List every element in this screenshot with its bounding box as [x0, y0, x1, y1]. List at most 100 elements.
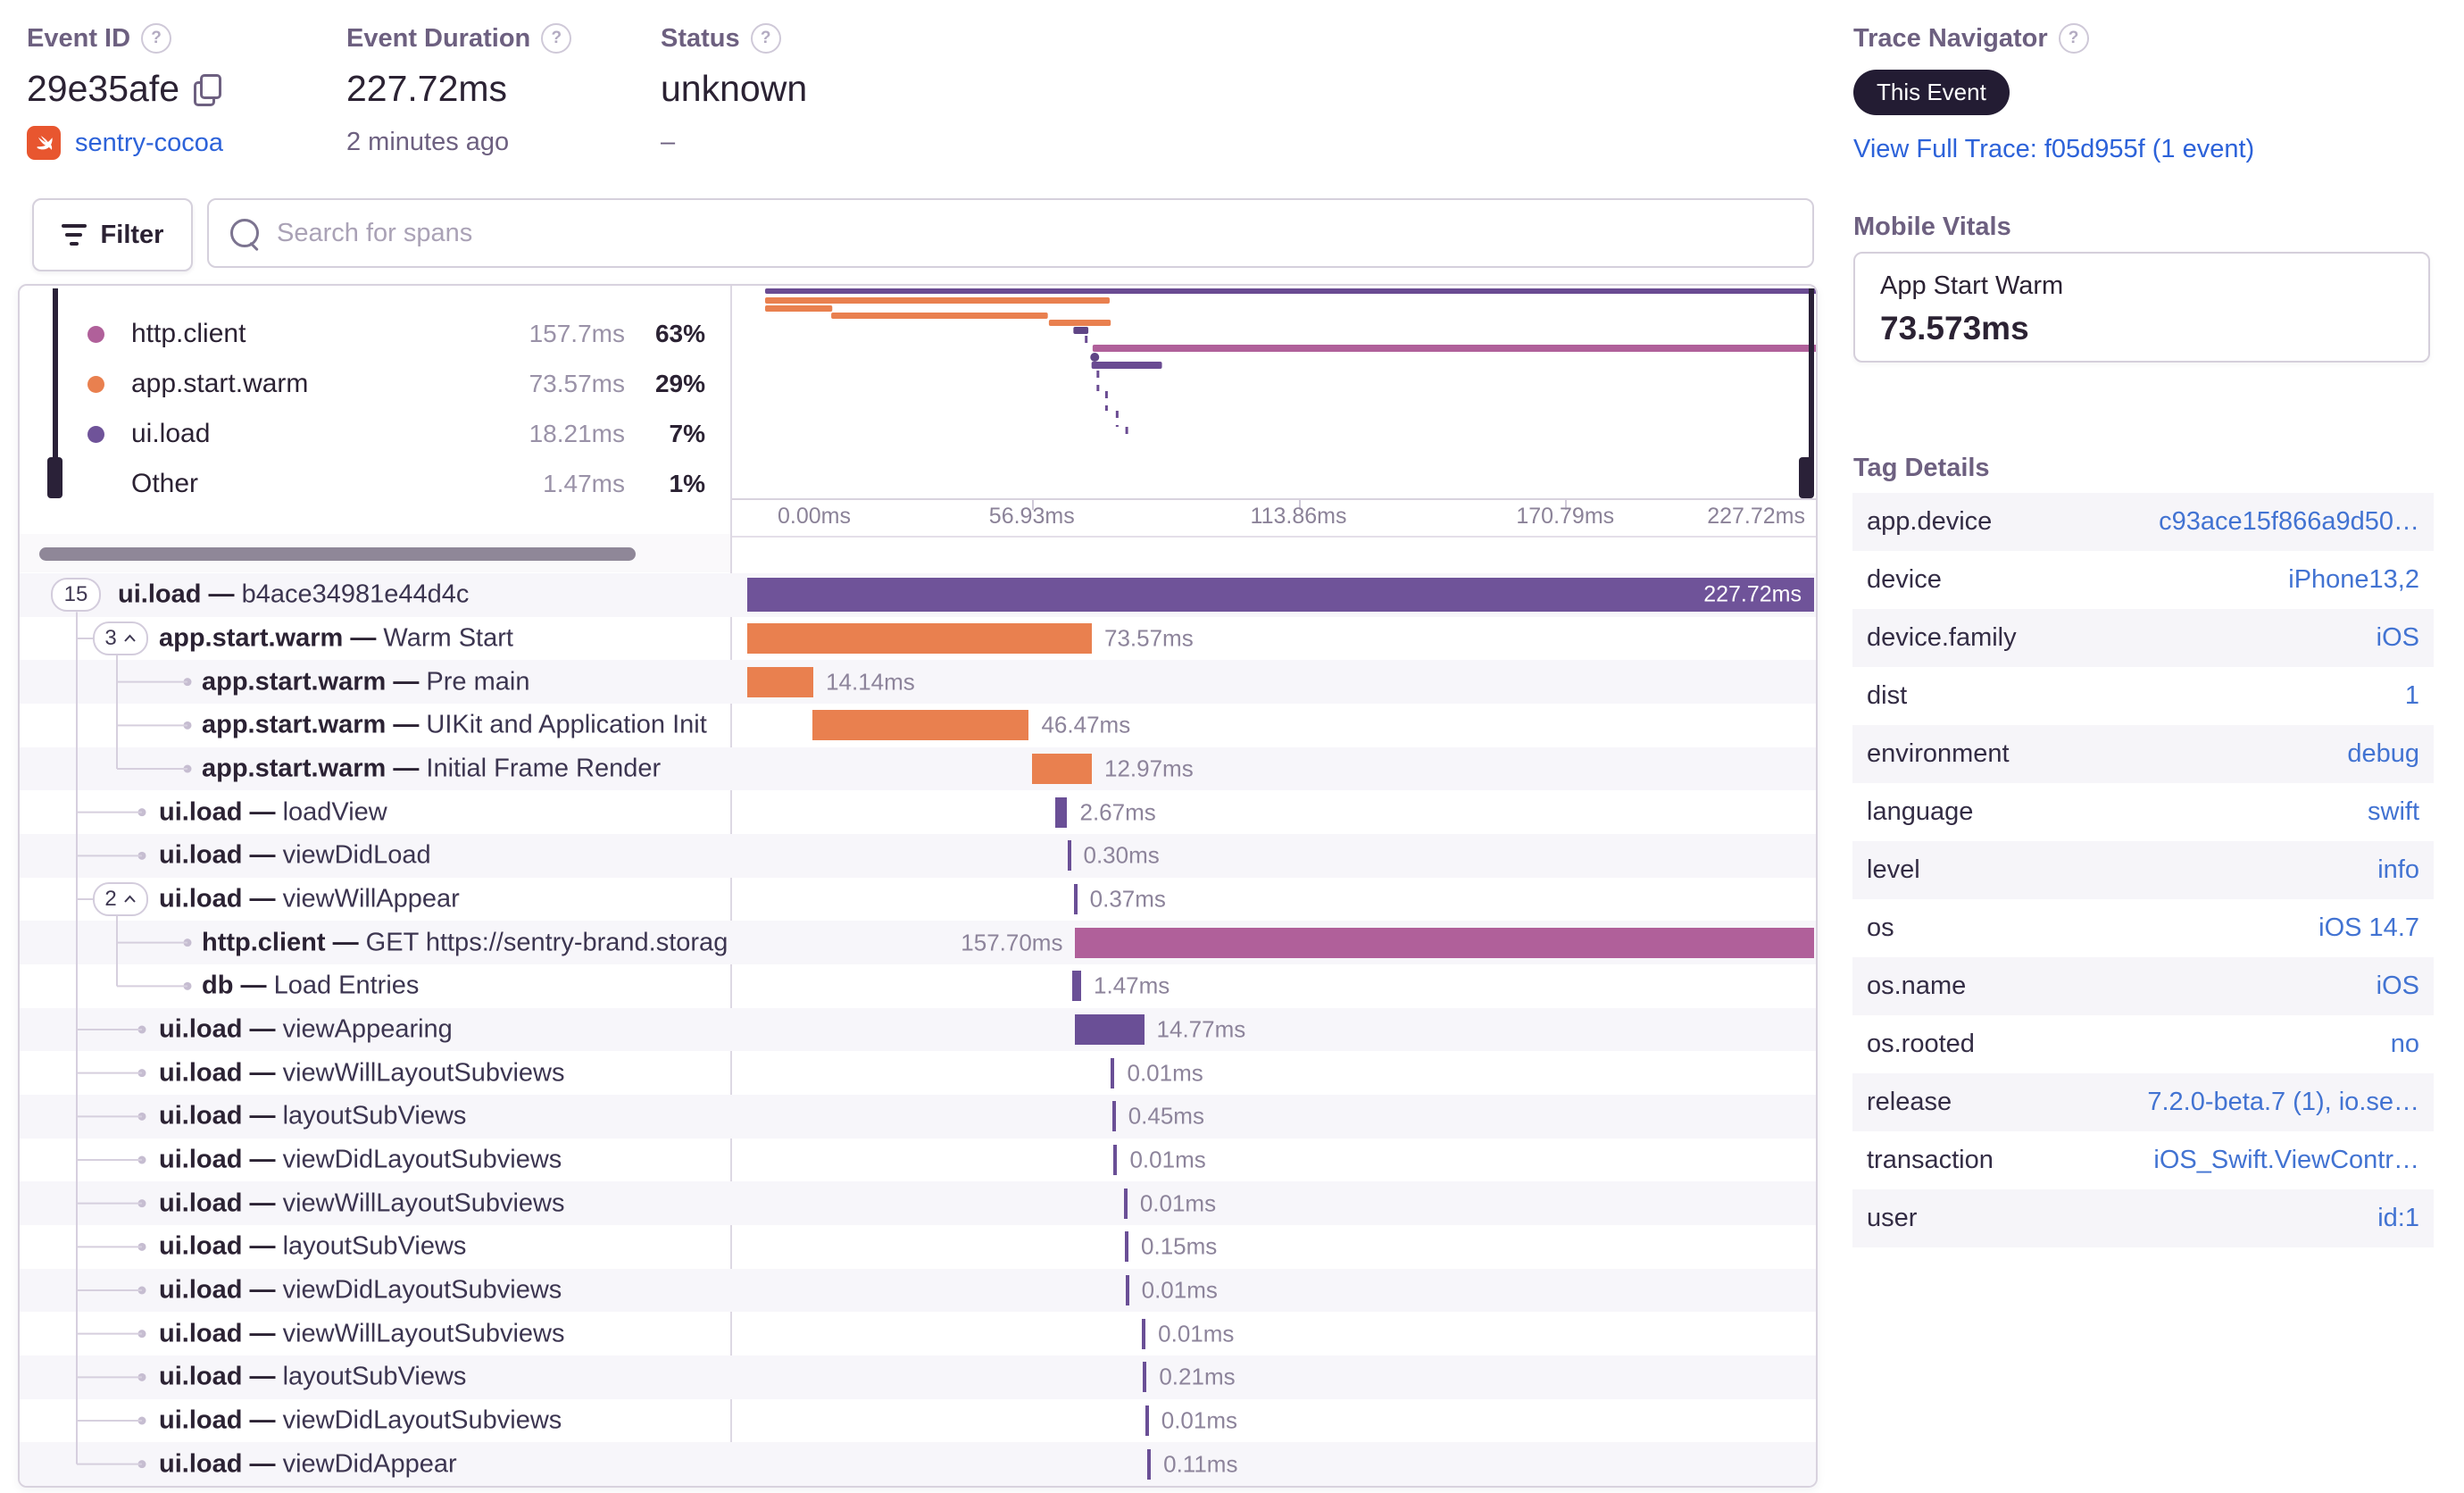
project-link[interactable]: sentry-cocoa	[75, 128, 224, 157]
span-row[interactable]: app.start.warm — Pre main 14.14ms	[20, 660, 1816, 704]
span-row[interactable]: ui.load — layoutSubViews 0.15ms	[20, 1225, 1816, 1269]
minimap-left-grip[interactable]	[47, 457, 62, 498]
app-start-warm-card[interactable]: App Start Warm 73.573ms	[1853, 252, 2430, 363]
legend-row[interactable]: app.start.warm 73.57ms 29%	[20, 359, 730, 409]
minimap-right-grip[interactable]	[1799, 457, 1814, 498]
copy-icon[interactable]	[194, 73, 222, 106]
span-separator: —	[242, 1319, 283, 1348]
span-row[interactable]: 2 ui.load — viewWillAppear 0.37ms	[20, 878, 1816, 922]
tag-value-link[interactable]: swift	[2368, 797, 2419, 826]
span-duration-bar[interactable]	[747, 578, 1814, 613]
help-icon[interactable]: ?	[541, 23, 572, 54]
span-row[interactable]: 15 ui.load — b4ace34981e44d4c 227.72ms	[20, 573, 1816, 617]
span-duration-bar[interactable]	[1142, 1318, 1146, 1349]
tag-value-link[interactable]: id:1	[2377, 1204, 2419, 1232]
legend-op-percent: 1%	[669, 470, 705, 497]
tag-value-link[interactable]: iOS_Swift.ViewContr…	[2153, 1146, 2419, 1174]
legend-row[interactable]: Other 1.47ms 1%	[20, 459, 730, 509]
span-tree-cell: ui.load — viewAppearing	[20, 1008, 728, 1052]
horizontal-scrollbar-thumb[interactable]	[39, 547, 636, 561]
span-duration-bar[interactable]	[747, 622, 1092, 654]
tag-value-link[interactable]: iOS	[2376, 972, 2419, 1000]
span-children-pill[interactable]: 15	[51, 578, 101, 613]
span-duration-bar[interactable]	[1075, 927, 1814, 958]
span-row[interactable]: ui.load — viewWillLayoutSubviews 0.01ms	[20, 1051, 1816, 1095]
legend-row[interactable]: http.client 157.7ms 63%	[20, 309, 730, 359]
this-event-badge[interactable]: This Event	[1853, 70, 2010, 115]
tag-value-link[interactable]: no	[2390, 1030, 2419, 1058]
minimap-right-handle[interactable]	[1809, 288, 1814, 490]
view-full-trace-link[interactable]: View Full Trace: f05d955f (1 event)	[1853, 135, 2255, 163]
span-row[interactable]: ui.load — loadView 2.67ms	[20, 790, 1816, 834]
span-description: viewAppearing	[282, 1014, 453, 1044]
span-duration-bar[interactable]	[1125, 1231, 1129, 1263]
span-duration-bar[interactable]	[1145, 1405, 1149, 1436]
filter-button[interactable]: Filter	[32, 198, 193, 271]
help-icon[interactable]: ?	[2058, 23, 2089, 54]
span-duration-bar[interactable]	[1111, 1101, 1116, 1132]
search-input[interactable]	[275, 217, 1791, 249]
tag-value-link[interactable]: iPhone13,2	[2288, 565, 2419, 594]
tag-value-link[interactable]: iOS	[2376, 623, 2419, 652]
span-duration-bar[interactable]	[1032, 753, 1092, 784]
span-duration-bar[interactable]	[1067, 840, 1071, 872]
span-row[interactable]: ui.load — viewDidAppear 0.11ms	[20, 1442, 1816, 1486]
help-icon[interactable]: ?	[141, 23, 172, 54]
minimap-left-handle[interactable]	[53, 288, 58, 490]
span-duration-bar[interactable]	[747, 666, 814, 697]
span-separator: —	[242, 1189, 283, 1218]
tag-value-link[interactable]: info	[2377, 855, 2419, 884]
help-icon[interactable]: ?	[750, 23, 781, 54]
span-tree-cell: app.start.warm — Initial Frame Render	[20, 747, 728, 791]
span-bar-cell: 227.72ms	[747, 573, 1814, 617]
span-title: ui.load — viewDidAppear	[159, 1449, 457, 1479]
span-title: ui.load — viewAppearing	[159, 1014, 453, 1044]
span-duration-bar[interactable]	[1123, 1188, 1128, 1219]
span-duration-bar[interactable]	[1073, 883, 1078, 914]
span-duration-bar[interactable]	[1055, 797, 1068, 828]
span-children-pill[interactable]: 2	[93, 881, 148, 916]
span-children-pill[interactable]: 3	[93, 621, 148, 655]
span-duration-bar[interactable]	[1111, 1057, 1115, 1088]
span-duration-bar[interactable]	[1147, 1448, 1152, 1480]
span-row[interactable]: ui.load — viewAppearing 14.77ms	[20, 1007, 1816, 1052]
span-duration-label: 0.01ms	[1127, 1059, 1203, 1087]
span-row[interactable]: http.client — GET https://sentry-brand.s…	[20, 921, 1816, 964]
span-row[interactable]: ui.load — viewDidLoad 0.30ms	[20, 834, 1816, 878]
span-duration-bar[interactable]	[1113, 1144, 1118, 1175]
tag-key: release	[1867, 1088, 1952, 1116]
span-duration-bar[interactable]	[1143, 1362, 1147, 1393]
span-description: viewDidLoad	[282, 840, 431, 870]
span-description: loadView	[282, 797, 387, 827]
span-op: app.start.warm	[159, 623, 344, 653]
span-row[interactable]: ui.load — viewDidLayoutSubviews 0.01ms	[20, 1399, 1816, 1443]
trace-minimap[interactable]	[732, 286, 1816, 498]
span-tree-cell: 15 ui.load — b4ace34981e44d4c	[20, 573, 728, 617]
span-row[interactable]: db — Load Entries 1.47ms	[20, 964, 1816, 1008]
span-title: ui.load — viewDidLayoutSubviews	[159, 1145, 562, 1174]
tag-value-link[interactable]: 7.2.0-beta.7 (1), io.se…	[2147, 1088, 2419, 1116]
span-duration-label: 0.01ms	[1141, 1276, 1218, 1304]
help-glyph: ?	[2068, 29, 2079, 47]
span-duration-bar[interactable]	[1074, 1013, 1145, 1045]
span-duration-bar[interactable]	[812, 710, 1029, 741]
tag-value-link[interactable]: debug	[2347, 739, 2419, 768]
tag-value-link[interactable]: 1	[2404, 681, 2419, 710]
span-title: app.start.warm — Warm Start	[159, 623, 513, 653]
tag-key: language	[1867, 797, 1974, 826]
span-row[interactable]: ui.load — viewWillLayoutSubviews 0.01ms	[20, 1312, 1816, 1355]
span-row[interactable]: ui.load — viewDidLayoutSubviews 0.01ms	[20, 1268, 1816, 1313]
span-row[interactable]: ui.load — layoutSubViews 0.45ms	[20, 1095, 1816, 1139]
span-row[interactable]: 3 app.start.warm — Warm Start 73.57ms	[20, 617, 1816, 661]
span-row[interactable]: app.start.warm — UIKit and Application I…	[20, 704, 1816, 747]
span-separator: —	[242, 884, 283, 913]
tag-value-link[interactable]: c93ace15f866a9d50…	[2159, 507, 2419, 536]
span-row[interactable]: ui.load — viewWillLayoutSubviews 0.01ms	[20, 1181, 1816, 1225]
span-duration-bar[interactable]	[1125, 1274, 1129, 1305]
span-row[interactable]: ui.load — viewDidLayoutSubviews 0.01ms	[20, 1139, 1816, 1182]
span-duration-bar[interactable]	[1072, 971, 1082, 1002]
span-row[interactable]: ui.load — layoutSubViews 0.21ms	[20, 1355, 1816, 1399]
tag-value-link[interactable]: iOS 14.7	[2318, 913, 2419, 942]
legend-row[interactable]: ui.load 18.21ms 7%	[20, 409, 730, 459]
span-row[interactable]: app.start.warm — Initial Frame Render 12.…	[20, 746, 1816, 791]
